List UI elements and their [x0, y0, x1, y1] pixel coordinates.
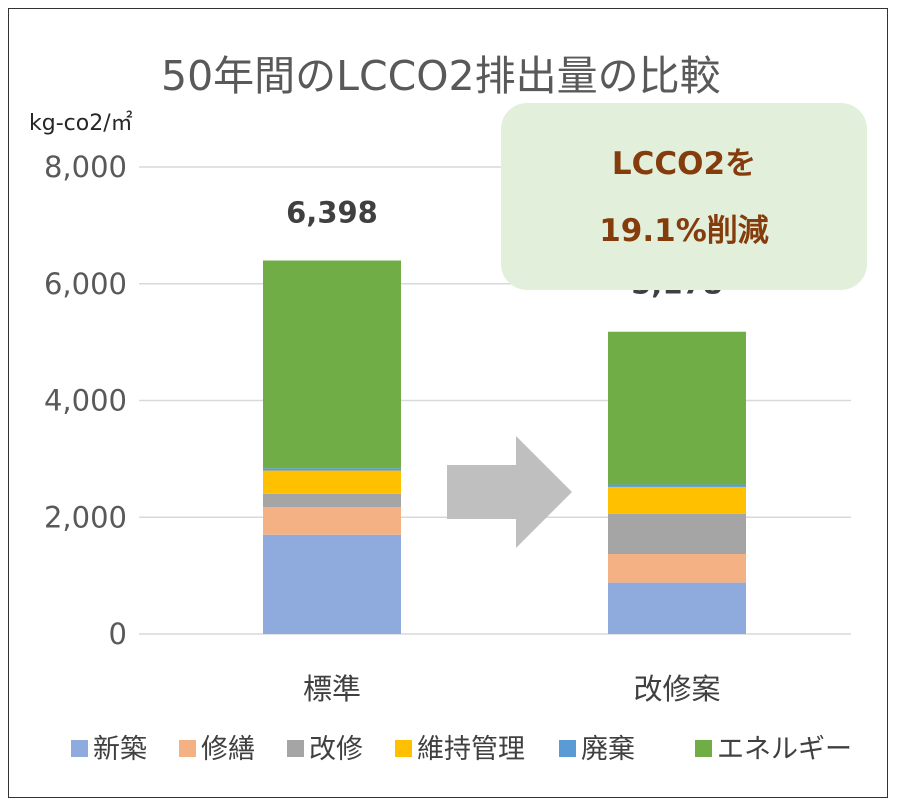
- legend-label: 新築: [93, 734, 147, 765]
- category-labels: 標準 改修案: [303, 672, 721, 706]
- bar-segment: [608, 554, 746, 583]
- y-tick-label: 0: [109, 617, 127, 651]
- y-tick-label: 2,000: [44, 500, 127, 534]
- lcco2-chart: 50年間のLCCO2排出量の比較 kg-co2/㎡ 0 2,000 4,000 6,0…: [29, 52, 867, 765]
- callout-box: [501, 103, 867, 290]
- chart-title: 50年間のLCCO2排出量の比較: [161, 52, 721, 100]
- legend-item: 修繕: [179, 734, 255, 765]
- bar-segment: [608, 513, 746, 555]
- legend-swatch: [71, 740, 88, 757]
- y-tick-label: 6,000: [44, 267, 127, 301]
- reduction-callout: LCCO2を 19.1%削減: [501, 103, 867, 290]
- bar-segment: [263, 260, 401, 469]
- legend-swatch: [287, 740, 304, 757]
- y-tick-labels: 0 2,000 4,000 6,000 8,000: [44, 150, 127, 651]
- legend: 新築 修繕 改修 維持管理 廃棄 エネルギー: [71, 734, 852, 765]
- bar-segment: [263, 470, 401, 494]
- legend-item: エネルギー: [695, 734, 852, 765]
- legend-item: 新築: [71, 734, 147, 765]
- legend-label: 改修: [309, 734, 363, 765]
- legend-label: 維持管理: [417, 734, 525, 765]
- legend-swatch: [179, 740, 196, 757]
- legend-swatch: [695, 740, 712, 757]
- legend-swatch: [559, 740, 576, 757]
- bar-segment: [263, 534, 401, 634]
- callout-line-1: LCCO2を: [612, 146, 756, 182]
- bar-segment: [608, 484, 746, 487]
- bar-segment: [608, 582, 746, 634]
- callout-line-2: 19.1%削減: [599, 213, 769, 249]
- legend-item: 維持管理: [395, 734, 525, 765]
- category-label: 改修案: [633, 672, 720, 706]
- y-axis-label: kg-co2/㎡: [29, 110, 133, 136]
- category-label: 標準: [303, 672, 361, 706]
- stacked-bars: [263, 260, 746, 634]
- total-label: 6,398: [286, 196, 378, 230]
- chart-frame: 50年間のLCCO2排出量の比較 kg-co2/㎡ 0 2,000 4,000 6,0…: [8, 8, 888, 798]
- bar-segment: [263, 507, 401, 535]
- legend-item: 改修: [287, 734, 363, 765]
- y-tick-label: 8,000: [44, 150, 127, 184]
- right-arrow-icon: [447, 436, 572, 548]
- y-tick-label: 4,000: [44, 384, 127, 418]
- bar-segment: [608, 331, 746, 485]
- bar-segment: [263, 493, 401, 508]
- bar-segment: [263, 468, 401, 471]
- legend-label: 修繕: [201, 734, 255, 765]
- legend-label: 廃棄: [581, 734, 635, 765]
- legend-item: 廃棄: [559, 734, 635, 765]
- legend-swatch: [395, 740, 412, 757]
- bar-segment: [608, 486, 746, 514]
- legend-label: エネルギー: [717, 734, 852, 765]
